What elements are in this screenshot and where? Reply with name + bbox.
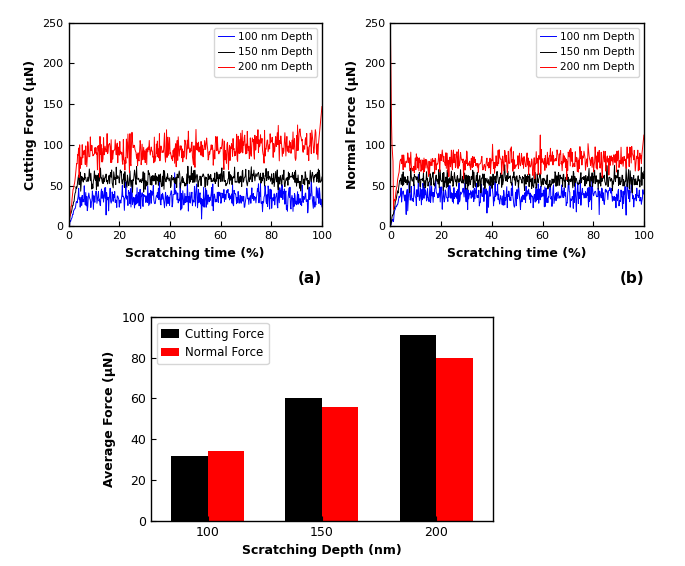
Legend: 100 nm Depth, 150 nm Depth, 200 nm Depth: 100 nm Depth, 150 nm Depth, 200 nm Depth bbox=[214, 28, 316, 76]
100 nm Depth bbox=[595, 211, 603, 218]
200 nm Depth bbox=[386, 27, 395, 34]
150 nm Depth bbox=[501, 161, 509, 168]
100 nm Depth bbox=[525, 186, 533, 192]
Y-axis label: Average Force (μN): Average Force (μN) bbox=[103, 351, 116, 487]
150 nm Depth bbox=[538, 178, 546, 185]
100 nm Depth bbox=[273, 202, 282, 209]
150 nm Depth bbox=[386, 222, 395, 229]
Line: 100 nm Depth: 100 nm Depth bbox=[68, 173, 322, 226]
150 nm Depth bbox=[634, 173, 643, 179]
100 nm Depth bbox=[640, 191, 648, 198]
200 nm Depth bbox=[201, 146, 210, 153]
100 nm Depth bbox=[318, 204, 326, 211]
100 nm Depth bbox=[313, 188, 321, 195]
Bar bbox=[322, 406, 358, 521]
200 nm Depth bbox=[389, 206, 397, 213]
200 nm Depth bbox=[634, 168, 643, 174]
200 nm Depth bbox=[640, 132, 648, 139]
Y-axis label: Normal Force (μN): Normal Force (μN) bbox=[346, 60, 359, 189]
100 nm Depth bbox=[509, 196, 517, 203]
Bar bbox=[436, 358, 473, 521]
100 nm Depth bbox=[387, 222, 395, 229]
200 nm Depth bbox=[215, 148, 223, 155]
200 nm Depth bbox=[509, 168, 517, 174]
200 nm Depth bbox=[64, 223, 73, 230]
Y-axis label: Cutting Force (μN): Cutting Force (μN) bbox=[24, 59, 37, 190]
150 nm Depth bbox=[64, 222, 73, 229]
Bar bbox=[399, 335, 436, 521]
150 nm Depth bbox=[509, 173, 517, 179]
Line: 150 nm Depth: 150 nm Depth bbox=[390, 165, 644, 226]
150 nm Depth bbox=[184, 163, 192, 170]
150 nm Depth bbox=[273, 178, 281, 185]
X-axis label: Scratching Depth (nm): Scratching Depth (nm) bbox=[242, 544, 402, 557]
150 nm Depth bbox=[507, 179, 515, 186]
100 nm Depth bbox=[171, 169, 179, 176]
150 nm Depth bbox=[185, 180, 193, 187]
100 nm Depth bbox=[386, 221, 395, 228]
Legend: 100 nm Depth, 150 nm Depth, 200 nm Depth: 100 nm Depth, 150 nm Depth, 200 nm Depth bbox=[536, 28, 638, 76]
100 nm Depth bbox=[64, 221, 73, 228]
Line: 100 nm Depth: 100 nm Depth bbox=[390, 174, 644, 225]
100 nm Depth bbox=[65, 223, 73, 230]
Line: 150 nm Depth: 150 nm Depth bbox=[68, 166, 322, 226]
100 nm Depth bbox=[216, 190, 225, 197]
100 nm Depth bbox=[508, 192, 516, 199]
200 nm Depth bbox=[507, 144, 515, 151]
Bar bbox=[286, 398, 322, 521]
Text: (b): (b) bbox=[619, 271, 644, 286]
Line: 200 nm Depth: 200 nm Depth bbox=[68, 106, 322, 226]
150 nm Depth bbox=[640, 168, 648, 175]
200 nm Depth bbox=[272, 143, 280, 150]
100 nm Depth bbox=[414, 171, 423, 178]
200 nm Depth bbox=[538, 159, 546, 166]
200 nm Depth bbox=[318, 103, 326, 110]
X-axis label: Scratching time (%): Scratching time (%) bbox=[447, 247, 587, 260]
Line: 200 nm Depth: 200 nm Depth bbox=[390, 31, 644, 209]
Bar bbox=[208, 452, 245, 521]
150 nm Depth bbox=[524, 174, 532, 181]
150 nm Depth bbox=[595, 177, 603, 183]
100 nm Depth bbox=[635, 191, 643, 198]
200 nm Depth bbox=[312, 129, 320, 136]
100 nm Depth bbox=[186, 189, 194, 196]
100 nm Depth bbox=[203, 187, 211, 194]
Text: (a): (a) bbox=[298, 271, 322, 286]
150 nm Depth bbox=[216, 175, 224, 182]
100 nm Depth bbox=[187, 191, 195, 198]
Bar bbox=[171, 456, 208, 521]
150 nm Depth bbox=[312, 170, 321, 177]
Legend: Cutting Force, Normal Force: Cutting Force, Normal Force bbox=[157, 323, 269, 364]
200 nm Depth bbox=[524, 155, 532, 161]
200 nm Depth bbox=[186, 145, 195, 152]
200 nm Depth bbox=[185, 143, 193, 150]
150 nm Depth bbox=[318, 174, 326, 181]
150 nm Depth bbox=[202, 175, 210, 182]
200 nm Depth bbox=[595, 156, 603, 163]
100 nm Depth bbox=[538, 190, 547, 197]
150 nm Depth bbox=[187, 175, 195, 182]
X-axis label: Scratching time (%): Scratching time (%) bbox=[125, 247, 265, 260]
